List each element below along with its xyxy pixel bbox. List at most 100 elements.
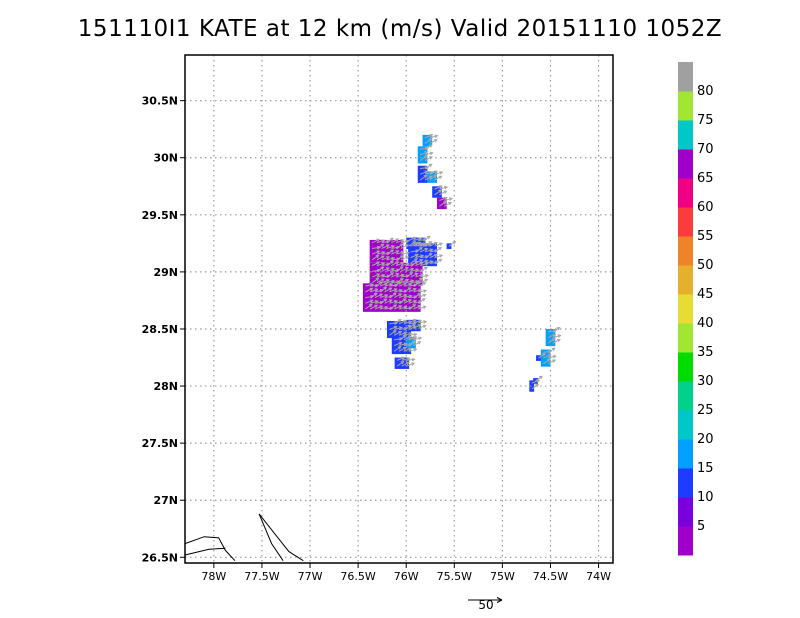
wind-vector — [403, 283, 412, 287]
coastline-segment — [258, 513, 284, 561]
wind-vector — [401, 361, 410, 367]
wind-vector-head — [395, 250, 400, 254]
lat-tick-label: 29N — [153, 266, 178, 279]
wind-cell — [536, 355, 541, 361]
wind-vector-head — [423, 174, 428, 179]
wind-vector — [381, 279, 390, 284]
wind-vector — [376, 255, 385, 261]
wind-vector — [398, 342, 407, 347]
wind-vector — [394, 289, 403, 293]
wind-vector-head — [417, 293, 422, 297]
wind-vector — [389, 292, 397, 298]
wind-vector-head — [412, 335, 418, 340]
wind-vector — [371, 261, 380, 267]
wind-vector-head — [452, 241, 457, 245]
lat-tick-label: 30.5N — [142, 95, 178, 108]
map-frame — [184, 54, 614, 564]
wind-vector — [429, 242, 438, 247]
wind-vector-head — [417, 324, 422, 328]
wind-vector — [384, 299, 393, 304]
wind-vector — [398, 320, 407, 325]
colorbar-label: 30 — [697, 374, 714, 389]
wind-vector-head — [418, 288, 423, 293]
wind-vector-head — [376, 250, 381, 254]
wind-vector-head — [403, 282, 408, 286]
wind-vector-head — [442, 201, 447, 205]
wind-vector — [386, 245, 395, 249]
wind-vector-head — [381, 262, 386, 266]
wind-vector-head — [429, 151, 434, 156]
colorbar-swatch — [678, 497, 693, 527]
wind-vector — [395, 251, 404, 255]
colorbar-label: 80 — [697, 84, 714, 99]
wind-vector — [552, 327, 560, 333]
wind-vector — [418, 321, 427, 324]
wind-vector — [403, 287, 411, 293]
wind-vector — [391, 238, 399, 244]
colorbar-swatch — [678, 236, 693, 266]
wind-vector — [547, 347, 556, 353]
wind-vector-head — [379, 300, 384, 305]
wind-vector — [415, 273, 424, 278]
wind-vector — [415, 247, 423, 253]
wind-vector — [413, 305, 421, 310]
wind-vector-head — [434, 260, 439, 265]
lon-tick-label: 77W — [298, 570, 323, 583]
wind-vector-head — [380, 278, 385, 282]
wind-vector — [386, 257, 395, 261]
wind-vector-head — [380, 266, 385, 270]
wind-vector-head — [375, 254, 380, 259]
wind-vector-head — [424, 151, 429, 155]
wind-vector-head — [386, 251, 391, 256]
wind-vector-head — [419, 247, 424, 251]
wind-vector-head — [428, 144, 433, 148]
wind-vector-head — [392, 292, 397, 297]
wind-vector-head — [405, 255, 410, 260]
wind-vector — [379, 294, 388, 299]
wind-vector-head — [422, 293, 427, 298]
wind-vector-head — [419, 242, 424, 247]
colorbar-swatch — [678, 91, 693, 121]
wind-vector — [419, 278, 428, 284]
wind-vector — [410, 269, 419, 272]
wind-vector-head — [423, 320, 428, 324]
wind-vector — [434, 242, 443, 247]
wind-vector — [418, 294, 426, 299]
wind-vector — [422, 235, 431, 241]
wind-vector-head — [402, 298, 407, 302]
wind-vector — [401, 357, 410, 361]
wind-vector-head — [393, 304, 398, 308]
wind-vector-head — [412, 236, 418, 241]
colorbar-swatch — [678, 207, 693, 237]
wind-vector — [365, 283, 374, 287]
wind-vector — [408, 325, 417, 331]
wind-vector-head — [424, 259, 429, 264]
wind-vector — [376, 251, 385, 255]
lon-tick-label: 76.5W — [340, 570, 375, 583]
wind-vector — [398, 298, 406, 304]
wind-vector-head — [423, 289, 428, 293]
wind-vector — [384, 287, 392, 293]
wind-vector-head — [375, 283, 380, 288]
wind-vector — [535, 375, 543, 382]
wind-vector — [439, 186, 448, 190]
wind-vector-head — [421, 298, 426, 302]
wind-vector — [393, 346, 402, 352]
wind-vector — [408, 319, 417, 324]
wind-vector — [410, 261, 418, 267]
wind-vector — [413, 341, 421, 346]
wind-vector — [547, 355, 556, 359]
wind-vector-head — [413, 299, 418, 304]
wind-vector — [376, 266, 384, 272]
wind-vector-head — [390, 272, 395, 276]
wind-vector — [439, 190, 447, 196]
wind-vector — [393, 331, 402, 336]
lat-tick-label: 30N — [153, 152, 178, 165]
lat-tick-label: 28.5N — [142, 323, 178, 336]
wind-vector-head — [398, 293, 403, 297]
wind-vector-head — [414, 261, 419, 265]
wind-vector-head — [408, 335, 413, 340]
wind-vector-head — [399, 266, 404, 270]
wind-vector-head — [425, 165, 430, 170]
